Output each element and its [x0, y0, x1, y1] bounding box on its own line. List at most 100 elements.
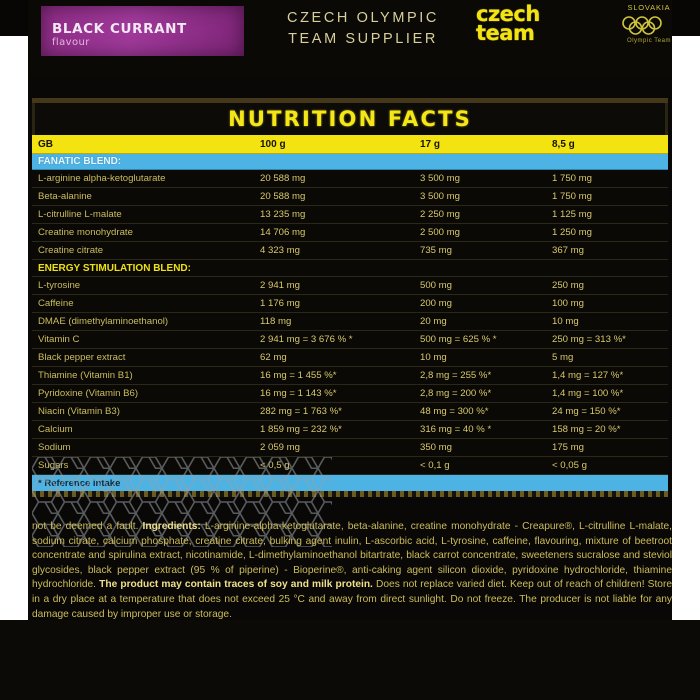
nutrient-value-v85: 5 mg [546, 348, 668, 367]
nutrient-value-v100: 14 706 mg [254, 223, 414, 242]
table-row: Beta-alanine 20 588 mg 3 500 mg 1 750 mg [32, 187, 668, 206]
ingredients-lead-text: not be deemed a fault. [32, 521, 143, 532]
nutrient-name: L-citrulline L-malate [32, 205, 254, 224]
nutrient-value-v85: 175 mg [546, 438, 668, 457]
table-row: L-tyrosine 2 941 mg 500 mg 250 mg [32, 276, 668, 295]
nutrient-name: Thiamine (Vitamin B1) [32, 366, 254, 385]
nutrient-name: Vitamin C [32, 330, 254, 349]
table-row: Sugars < 0,5 g < 0,1 g < 0,05 g [32, 456, 668, 475]
nutrient-value-v17: 10 mg [414, 348, 546, 367]
nutrient-name: Calcium [32, 420, 254, 439]
nutrient-value-v100: 2 941 mg = 3 676 % * [254, 330, 414, 349]
nutrient-value-v85: 24 mg = 150 %* [546, 402, 668, 421]
dotted-separator [32, 491, 668, 497]
table-row: Niacin (Vitamin B3) 282 mg = 1 763 %* 48 m… [32, 402, 668, 421]
nutrition-facts-title: NUTRITION FACTS [228, 107, 472, 131]
supplier-line-2: TEAM SUPPLIER [288, 31, 438, 47]
nutrient-value-v85: 1 750 mg [546, 169, 668, 188]
nutrient-value-v17: 500 mg = 625 % * [414, 330, 546, 349]
column-header-2: 17 g [414, 135, 546, 154]
nutrient-value-v17: 2,8 mg = 255 %* [414, 366, 546, 385]
column-header-3: 8,5 g [546, 135, 668, 154]
flavour-subtitle: flavour [52, 37, 90, 48]
flavour-badge: BLACK CURRANT flavour [41, 6, 244, 56]
nutrient-value-v100: 118 mg [254, 312, 414, 331]
nutrient-name: Pyridoxine (Vitamin B6) [32, 384, 254, 403]
slovakia-subtitle: Olympic Team [627, 38, 671, 44]
nutrient-value-v85: 1,4 mg = 100 %* [546, 384, 668, 403]
nutrition-table: GB 100 g 17 g 8,5 g FANATIC BLEND: L-arginine… [32, 135, 668, 491]
nutrient-value-v100: 282 mg = 1 763 %* [254, 402, 414, 421]
slovakia-olympic-logo: SLOVAKIA Olympic Team [610, 3, 688, 46]
nutrient-value-v100: 16 mg = 1 455 %* [254, 366, 414, 385]
label-header: BLACK CURRANT flavour CZECH OLYMPIC TEAM… [28, 0, 672, 78]
nutrient-value-v17: 3 500 mg [414, 169, 546, 188]
nutrition-facts-block: NUTRITION FACTS GB 100 g 17 g 8,5 g FANATIC … [32, 98, 668, 547]
nutrient-value-v17: 2,8 mg = 200 %* [414, 384, 546, 403]
supplier-line-1: CZECH OLYMPIC [287, 10, 439, 26]
table-row: L-citrulline L-malate 13 235 mg 2 250 mg 1 … [32, 205, 668, 224]
nutrient-name: Creatine monohydrate [32, 223, 254, 242]
nutrient-value-v100: 62 mg [254, 348, 414, 367]
nutrient-value-v100: 1 176 mg [254, 294, 414, 313]
czech-team-line-2: team [476, 21, 535, 45]
table-row: Creatine citrate 4 323 mg 735 mg 367 mg [32, 241, 668, 260]
reference-intake-row: * Reference intake [32, 474, 668, 491]
nutrient-value-v85: 367 mg [546, 241, 668, 260]
column-header-0: GB [32, 135, 254, 154]
czech-team-logo: czech team [476, 2, 572, 45]
table-row: L-arginine alpha-ketoglutarate 20 588 mg 3… [32, 169, 668, 188]
nutrient-value-v85: 10 mg [546, 312, 668, 331]
bottom-black-band [0, 620, 700, 700]
table-row: Sodium 2 059 mg 350 mg 175 mg [32, 438, 668, 457]
ingredients-body-first: L-arginine-alpha-ketoglutarate, beta-ala… [32, 521, 672, 591]
czech-team-line-1: czech [476, 2, 540, 26]
nutrient-name: Sodium [32, 438, 254, 457]
table-row: DMAE (dimethylaminoethanol) 118 mg 20 mg 10… [32, 312, 668, 331]
nutrient-value-v85: 1 750 mg [546, 187, 668, 206]
section-label: FANATIC BLEND: [32, 153, 668, 170]
table-row: Calcium 1 859 mg = 232 %* 316 mg = 40 % * 1… [32, 420, 668, 439]
ingredients-paragraph: not be deemed a fault. Ingredients: L-ar… [32, 520, 672, 622]
nutrient-name: L-arginine alpha-ketoglutarate [32, 169, 254, 188]
olympic-rings-icon [622, 16, 662, 35]
nutrient-value-v17: 3 500 mg [414, 187, 546, 206]
nutrient-value-v100: 20 588 mg [254, 169, 414, 188]
nutrient-name: Sugars [32, 456, 254, 475]
nutrient-value-v17: 20 mg [414, 312, 546, 331]
nutrient-name: Black pepper extract [32, 348, 254, 367]
column-header-1: 100 g [254, 135, 414, 154]
nutrient-value-v17: 316 mg = 40 % * [414, 420, 546, 439]
table-row: Black pepper extract 62 mg 10 mg 5 mg [32, 348, 668, 367]
reference-intake-note: * Reference intake [32, 474, 668, 491]
nutrient-value-v17: 350 mg [414, 438, 546, 457]
nutrient-value-v100: 16 mg = 1 143 %* [254, 384, 414, 403]
nutrient-value-v85: 250 mg = 313 %* [546, 330, 668, 349]
allergen-warning: The product may contain traces of soy an… [99, 579, 373, 591]
nutrient-value-v17: 2 250 mg [414, 205, 546, 224]
nutrient-value-v100: 20 588 mg [254, 187, 414, 206]
nutrient-name: Beta-alanine [32, 187, 254, 206]
section-header-row: FANATIC BLEND: [32, 153, 668, 170]
flavour-name: BLACK CURRANT [52, 21, 187, 37]
section-header-row: ENERGY STIMULATION BLEND: [32, 259, 668, 277]
nutrient-value-v100: 1 859 mg = 232 %* [254, 420, 414, 439]
nutrient-value-v85: 250 mg [546, 276, 668, 295]
nutrient-value-v100: < 0,5 g [254, 456, 414, 475]
ingredients-label: Ingredients: [142, 521, 201, 532]
nutrient-value-v85: 1 125 mg [546, 205, 668, 224]
nutrition-facts-title-row: NUTRITION FACTS [32, 103, 668, 135]
nutrient-name: Caffeine [32, 294, 254, 313]
title-top-rule [32, 98, 668, 103]
nutrient-value-v85: 100 mg [546, 294, 668, 313]
nutrient-name: Niacin (Vitamin B3) [32, 402, 254, 421]
nutrient-name: DMAE (dimethylaminoethanol) [32, 312, 254, 331]
nutrient-value-v17: 48 mg = 300 %* [414, 402, 546, 421]
nutrient-name: L-tyrosine [32, 276, 254, 295]
nutrient-value-v85: 1 250 mg [546, 223, 668, 242]
ingredients-body-second: Does not replace varied diet. Keep out o… [32, 579, 673, 620]
nutrient-name: Creatine citrate [32, 241, 254, 260]
nutrient-value-v17: < 0,1 g [414, 456, 546, 475]
